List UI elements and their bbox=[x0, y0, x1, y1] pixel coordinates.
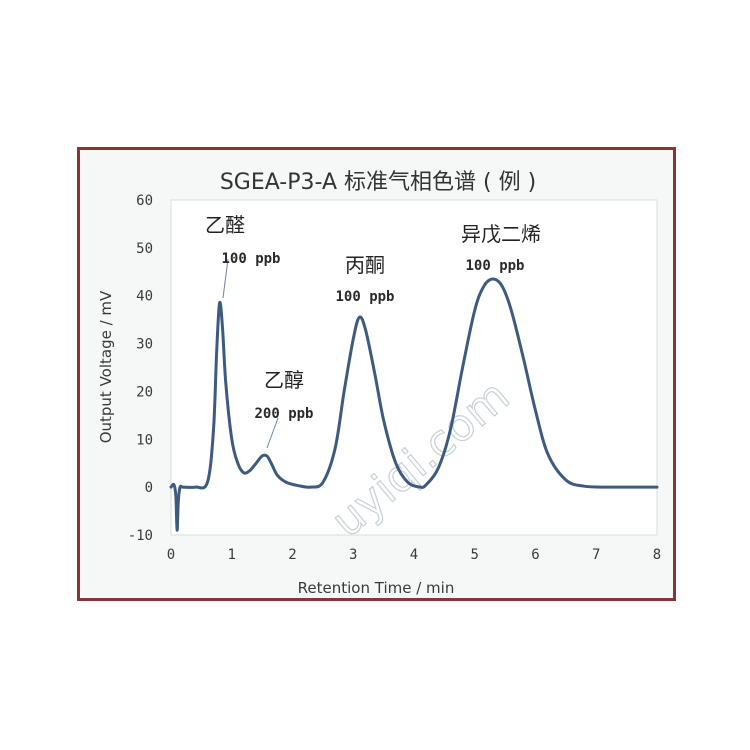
y-tick-label: 50 bbox=[136, 241, 153, 257]
x-axis-label: Retention Time / min bbox=[298, 579, 455, 597]
x-tick-label: 7 bbox=[592, 547, 600, 563]
chromatogram-chart: SGEA-P3-A 标准气相色谱 ( 例 ) -100102030405060 … bbox=[97, 170, 661, 597]
y-axis-label: Output Voltage / mV bbox=[97, 290, 115, 443]
x-tick-label: 5 bbox=[471, 547, 479, 563]
chart-frame: SGEA-P3-A 标准气相色谱 ( 例 ) -10 0 10 20 30 40 50 60 … bbox=[77, 147, 676, 601]
x-tick-label: 3 bbox=[349, 547, 357, 563]
peak-2-name: 乙醇 bbox=[264, 368, 304, 392]
y-tick-label: 10 bbox=[136, 432, 153, 448]
peak-1-pointer bbox=[222, 258, 229, 299]
peak-1-conc: 100 ppb bbox=[221, 251, 280, 267]
y-tick-label: 0 bbox=[145, 480, 153, 496]
x-tick-label: 6 bbox=[531, 547, 539, 563]
peak-3-conc: 100 ppb bbox=[335, 289, 394, 305]
peak-1-name: 乙醛 bbox=[205, 213, 245, 237]
x-tick-label: 0 bbox=[167, 547, 175, 563]
series-line bbox=[169, 277, 659, 532]
y-tick-label: 30 bbox=[136, 337, 153, 353]
peak-4-name: 异戊二烯 bbox=[461, 222, 541, 246]
plot-area bbox=[170, 199, 658, 536]
y-tick-label: 60 bbox=[136, 193, 153, 209]
x-axis-ticks: 0 1 2 3 4 5 6 7 8 bbox=[167, 547, 661, 563]
x-tick-label: 2 bbox=[288, 547, 296, 563]
y-axis-ticks: -10 0 10 20 30 40 50 60 bbox=[128, 193, 153, 544]
y-tick-label: -10 bbox=[128, 528, 153, 544]
x-tick-label: 4 bbox=[410, 547, 418, 563]
peak-3-name: 丙酮 bbox=[345, 253, 385, 277]
y-tick-label: 20 bbox=[136, 384, 153, 400]
peak-2-pointer bbox=[266, 417, 279, 449]
chart-title: SGEA-P3-A 标准气相色谱 ( 例 ) bbox=[220, 170, 536, 195]
y-tick-label: 40 bbox=[136, 289, 153, 305]
peak-4-conc: 100 ppb bbox=[465, 258, 524, 274]
x-tick-label: 8 bbox=[653, 547, 661, 563]
peak-2-conc: 200 ppb bbox=[254, 406, 313, 422]
x-tick-label: 1 bbox=[228, 547, 236, 563]
